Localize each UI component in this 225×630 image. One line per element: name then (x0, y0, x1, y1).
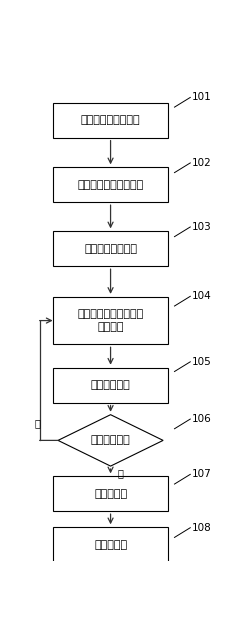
Text: 108: 108 (191, 523, 211, 533)
Polygon shape (58, 415, 162, 466)
Text: 103: 103 (191, 222, 211, 232)
FancyBboxPatch shape (52, 168, 168, 202)
Text: 是否满足要求: 是否满足要求 (90, 435, 130, 445)
FancyBboxPatch shape (52, 476, 168, 511)
FancyBboxPatch shape (52, 368, 168, 403)
Text: 是: 是 (117, 469, 123, 479)
Text: 获取目标地震数据: 获取目标地震数据 (84, 244, 137, 254)
FancyBboxPatch shape (52, 103, 168, 138)
Text: 输出超剥线: 输出超剥线 (94, 540, 127, 550)
Text: 否: 否 (35, 418, 41, 428)
Text: 102: 102 (191, 158, 211, 168)
FancyBboxPatch shape (52, 231, 168, 266)
Text: 104: 104 (191, 291, 211, 301)
Text: 106: 106 (191, 414, 211, 424)
Text: 记录超剥点: 记录超剥点 (94, 489, 127, 499)
FancyBboxPatch shape (52, 297, 168, 345)
Text: 105: 105 (191, 357, 211, 367)
Text: 将目标地震数据转换成
字符数据: 将目标地震数据转换成 字符数据 (77, 309, 143, 332)
FancyBboxPatch shape (52, 527, 168, 562)
Text: 107: 107 (191, 469, 211, 479)
Text: 输入三维地震数据体: 输入三维地震数据体 (80, 115, 140, 125)
Text: 设定搜索参数: 设定搜索参数 (90, 380, 130, 390)
Text: 101: 101 (191, 93, 211, 103)
Text: 输入不整合面层位数据: 输入不整合面层位数据 (77, 180, 143, 190)
